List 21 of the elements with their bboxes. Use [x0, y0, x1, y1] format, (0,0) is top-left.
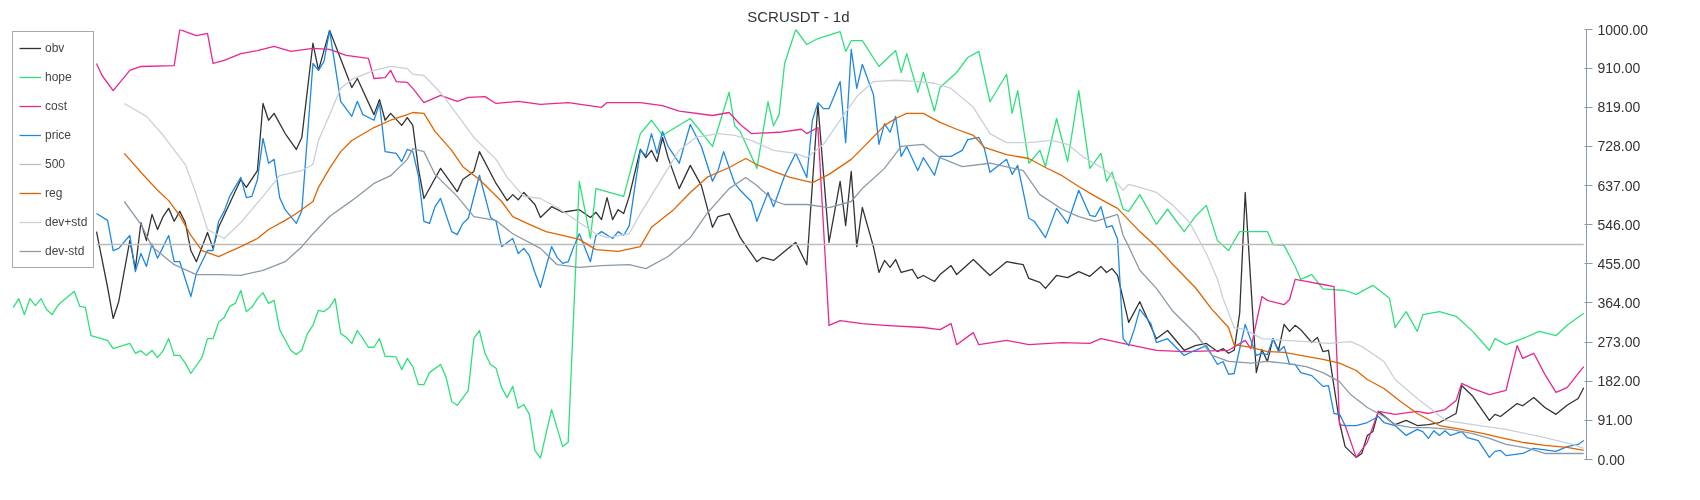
- y-tick-label: 182.00: [1597, 373, 1641, 390]
- legend-label: reg: [45, 186, 64, 200]
- legend-label: price: [45, 128, 72, 142]
- legend-label: cost: [45, 99, 68, 113]
- legend-label: obv: [45, 41, 65, 55]
- legend-label: hope: [45, 70, 72, 84]
- legend-label: dev+std: [45, 215, 88, 229]
- y-tick-label: 728.00: [1597, 138, 1641, 155]
- y-tick-label: 910.00: [1597, 60, 1641, 77]
- y-tick-label: 1000.00: [1597, 21, 1649, 38]
- y-tick-label: 637.00: [1597, 177, 1641, 194]
- y-tick-label: 819.00: [1597, 99, 1641, 116]
- legend-label: 500: [45, 157, 66, 171]
- y-tick-label: 364.00: [1597, 294, 1641, 311]
- y-tick-label: 546.00: [1597, 216, 1641, 233]
- y-tick-label: 0.00: [1597, 451, 1625, 468]
- legend-label: dev-std: [45, 244, 85, 258]
- y-tick-label: 455.00: [1597, 255, 1641, 272]
- y-tick-label: 273.00: [1597, 334, 1641, 351]
- y-tick-label: 91.00: [1597, 412, 1633, 429]
- chart-title: SCRUSDT - 1d: [747, 7, 850, 25]
